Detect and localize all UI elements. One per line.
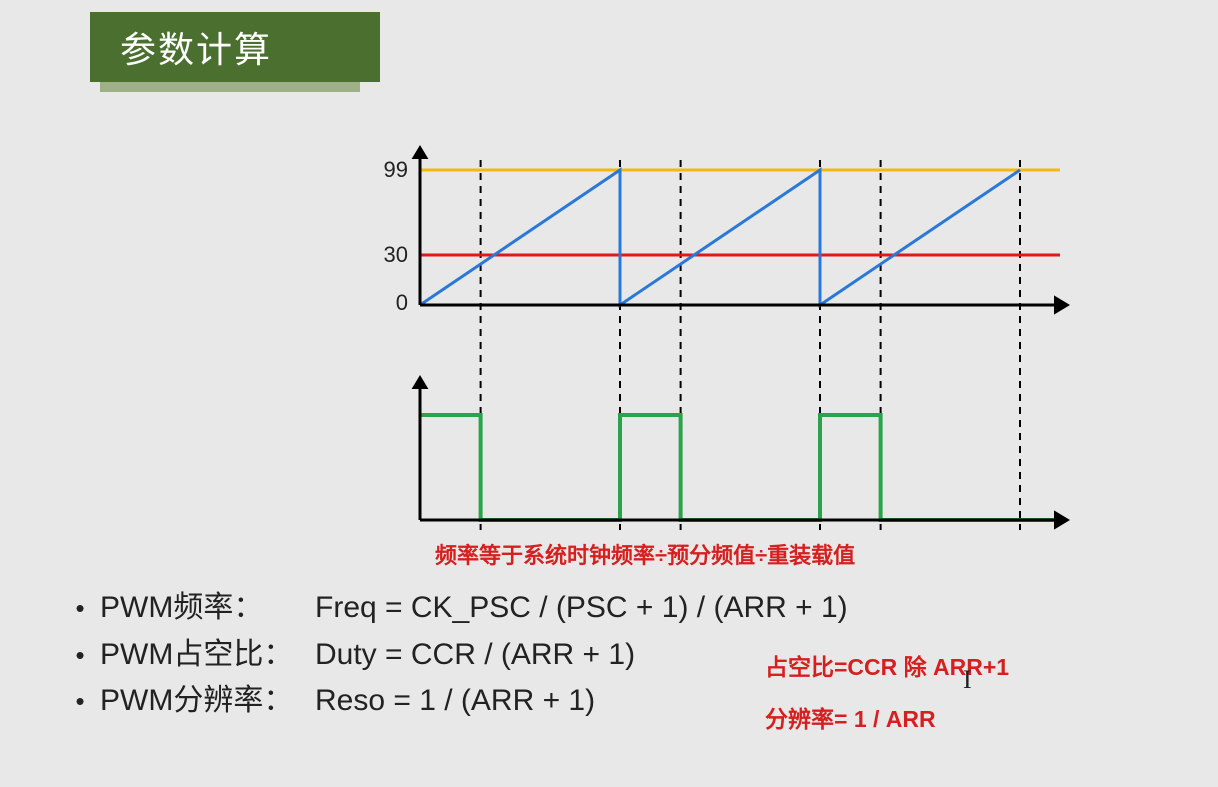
y-label-30: 30 (368, 242, 408, 268)
y-label-99: 99 (368, 157, 408, 183)
formula-row-duty: • PWM占空比： Duty = CCR / (ARR + 1) (60, 632, 848, 679)
formula-expr-duty: Duty = CCR / (ARR + 1) (315, 632, 635, 679)
bullet-icon: • (60, 635, 100, 675)
text-cursor-icon: I (963, 665, 972, 695)
annotation-freq: 频率等于系统时钟频率÷预分频值÷重装载值 (435, 538, 855, 570)
formula-row-reso: • PWM分辨率： Reso = 1 / (ARR + 1) (60, 678, 848, 725)
bullet-icon: • (60, 681, 100, 721)
y-label-0: 0 (368, 290, 408, 316)
formula-expr-freq: Freq = CK_PSC / (PSC + 1) / (ARR + 1) (315, 585, 848, 632)
formula-label-freq: PWM频率： (100, 585, 315, 632)
pwm-svg (370, 135, 1090, 535)
title-banner-shadow (100, 82, 360, 92)
formula-expr-reso: Reso = 1 / (ARR + 1) (315, 678, 595, 725)
formula-label-duty: PWM占空比： (100, 632, 315, 679)
title-banner: 参数计算 (90, 12, 380, 82)
formula-list: • PWM频率： Freq = CK_PSC / (PSC + 1) / (AR… (60, 585, 848, 725)
formula-label-reso: PWM分辨率： (100, 678, 315, 725)
page-title: 参数计算 (120, 21, 272, 73)
formula-row-freq: • PWM频率： Freq = CK_PSC / (PSC + 1) / (AR… (60, 585, 848, 632)
pwm-diagram: 99 30 0 (370, 135, 1090, 535)
bullet-icon: • (60, 588, 100, 628)
